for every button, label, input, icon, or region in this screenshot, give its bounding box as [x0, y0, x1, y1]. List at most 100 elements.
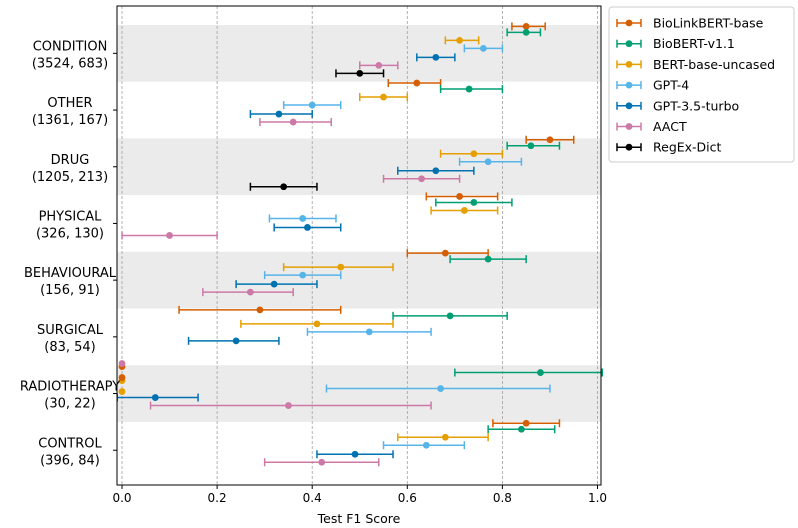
data-point	[456, 36, 464, 44]
data-point	[460, 207, 468, 214]
errorbar-gpt-4	[382, 441, 466, 450]
legend-label: GPT-3.5-turbo	[653, 98, 739, 113]
errorbar-bert-base-uncased	[397, 433, 489, 442]
errorbar-biolinkbert-base	[492, 419, 561, 428]
data-point	[299, 215, 307, 222]
category-bands	[117, 25, 601, 422]
legend-item: GPT-4	[616, 78, 689, 93]
legend-label: GPT-4	[653, 78, 689, 93]
legend-marker	[625, 102, 633, 110]
legend-item: GPT-3.5-turbo	[616, 98, 739, 113]
errorbar-aact	[202, 288, 294, 297]
errorbar-gpt-3-5-turbo	[273, 223, 342, 232]
zero-data-point	[118, 374, 126, 381]
data-point	[518, 425, 525, 433]
errorbar-gpt-3-5-turbo	[249, 110, 313, 119]
category-counts-label: (83, 54)	[44, 340, 96, 355]
errorbar-gpt-4	[458, 157, 523, 166]
category-band	[117, 138, 601, 196]
data-point	[304, 224, 311, 231]
errorbar-gpt-4	[306, 327, 432, 336]
data-point	[337, 263, 345, 271]
legend-label: RegEx-Dict	[653, 140, 722, 155]
errorbar-gpt-4	[268, 214, 337, 223]
errorbar-aact	[359, 61, 399, 70]
legend-item: BioLinkBERT-base	[616, 16, 764, 31]
errorbar-biolinkbert-base	[406, 249, 489, 258]
category-counts-label: (156, 91)	[40, 283, 100, 298]
data-point	[256, 306, 264, 314]
errorbar-biobert-v1-1	[506, 28, 542, 37]
legend-label: BERT-base-uncased	[653, 57, 775, 72]
data-point	[418, 175, 425, 183]
data-point	[484, 255, 492, 263]
data-point	[432, 53, 440, 61]
data-point	[375, 61, 383, 69]
x-tick-label: 0.8	[493, 491, 512, 505]
x-axis: 0.0 0.2 0.4 0.6 0.8 1.0	[112, 485, 607, 505]
data-point	[351, 450, 359, 458]
legend-item: AACT	[616, 119, 687, 134]
legend-box	[608, 6, 795, 163]
category-band	[117, 251, 601, 309]
legend: BioLinkBERT-base BioBERT-v1.1 BERT-base-un…	[608, 6, 795, 163]
data-point	[308, 101, 316, 109]
errorbar-biolinkbert-base	[178, 305, 342, 314]
x-tick-label: 0.2	[208, 491, 227, 505]
category-name-label: OTHER	[47, 96, 92, 111]
errorbar-aact	[382, 174, 461, 183]
errorbar-gpt-4	[325, 384, 551, 393]
legend-marker	[625, 81, 633, 89]
errorbar-bert-base-uncased	[430, 206, 499, 215]
errorbar-aact	[121, 231, 218, 240]
data-point	[479, 44, 487, 52]
error-bars	[116, 22, 604, 467]
data-point	[232, 337, 240, 345]
legend-item: BioBERT-v1.1	[616, 36, 735, 51]
errorbar-aact	[263, 458, 380, 467]
errorbar-biobert-v1-1	[449, 255, 527, 264]
legend-marker	[625, 40, 633, 48]
errorbar-aact	[259, 118, 332, 127]
errorbar-gpt-4	[263, 271, 342, 280]
errorbar-biobert-v1-1	[439, 85, 504, 94]
data-point	[522, 22, 530, 30]
legend-item: BERT-base-uncased	[616, 57, 775, 72]
errorbar-biolinkbert-base	[425, 192, 499, 201]
data-point	[413, 79, 421, 87]
data-point	[522, 28, 530, 36]
data-point	[537, 369, 544, 376]
errorbar-biobert-v1-1	[454, 368, 604, 377]
legend-marker	[625, 123, 633, 130]
legend-marker	[625, 61, 633, 68]
data-point	[270, 280, 278, 288]
errorbar-gpt-3-5-turbo	[187, 336, 280, 345]
errorbar-gpt-3-5-turbo	[235, 280, 318, 289]
errorbar-regex-dict	[249, 182, 318, 191]
data-point	[465, 85, 473, 93]
errorbar-biobert-v1-1	[487, 425, 556, 434]
data-point	[446, 312, 454, 320]
category-counts-label: (1361, 167)	[32, 113, 108, 128]
data-point	[289, 118, 297, 126]
errorbar-biolinkbert-base	[511, 22, 546, 31]
errorbar-biobert-v1-1	[506, 141, 561, 150]
category-counts-label: (1205, 213)	[32, 170, 108, 185]
x-axis-label: Test F1 Score	[317, 511, 401, 526]
data-point	[437, 385, 444, 392]
errorbar-bert-base-uncased	[444, 36, 480, 45]
data-point	[470, 199, 478, 206]
category-name-label: CONDITION	[33, 39, 108, 54]
category-counts-label: (326, 130)	[36, 226, 104, 241]
errorbar-regex-dict	[335, 69, 385, 78]
legend-marker	[625, 19, 633, 27]
data-point	[151, 394, 159, 401]
errorbar-bert-base-uncased	[282, 263, 394, 272]
errorbar-bert-base-uncased	[439, 149, 504, 158]
data-point	[546, 136, 554, 144]
plot-frame	[116, 5, 602, 486]
data-point	[527, 142, 535, 150]
data-point	[275, 110, 283, 118]
legend-item: RegEx-Dict	[616, 140, 722, 155]
data-point	[365, 328, 373, 336]
